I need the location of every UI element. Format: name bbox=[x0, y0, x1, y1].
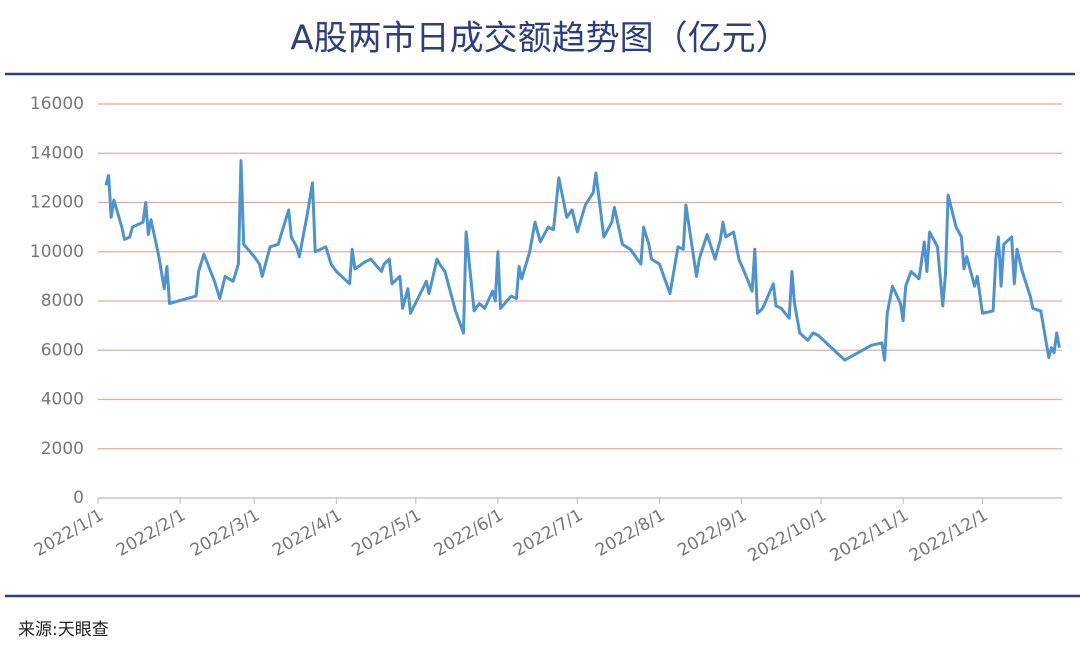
x-tick-label: 2022/2/1 bbox=[113, 505, 189, 561]
x-tick-label: 2022/6/1 bbox=[431, 505, 507, 561]
y-tick-label: 12000 bbox=[30, 193, 84, 213]
x-tick-label: 2022/10/1 bbox=[745, 505, 830, 566]
data-line bbox=[104, 159, 1061, 362]
x-tick-label: 2022/1/1 bbox=[31, 505, 107, 561]
source: 来源:天眼查 bbox=[18, 620, 109, 640]
y-tick-label: 0 bbox=[73, 488, 84, 508]
x-tick-label: 2022/5/1 bbox=[349, 505, 425, 561]
y-tick-label: 6000 bbox=[41, 340, 84, 360]
y-tick-label: 4000 bbox=[41, 390, 84, 410]
x-tick-label: 2022/12/1 bbox=[906, 505, 991, 566]
y-tick-label: 2000 bbox=[41, 439, 84, 459]
y-tick-label: 16000 bbox=[30, 94, 84, 114]
y-tick-label: 10000 bbox=[30, 242, 84, 262]
chart-title: A股两市日成交额趋势图（亿元） bbox=[290, 19, 789, 59]
y-tick-label: 8000 bbox=[41, 291, 84, 311]
y-tick-label: 14000 bbox=[30, 143, 84, 163]
x-tick-label: 2022/3/1 bbox=[187, 505, 263, 561]
x-tick-label: 2022/9/1 bbox=[674, 505, 750, 561]
x-tick-label: 2022/8/1 bbox=[592, 505, 668, 561]
x-tick-label: 2022/11/1 bbox=[827, 505, 912, 566]
x-tick-label: 2022/7/1 bbox=[510, 505, 586, 561]
x-tick-label: 2022/4/1 bbox=[269, 505, 345, 561]
